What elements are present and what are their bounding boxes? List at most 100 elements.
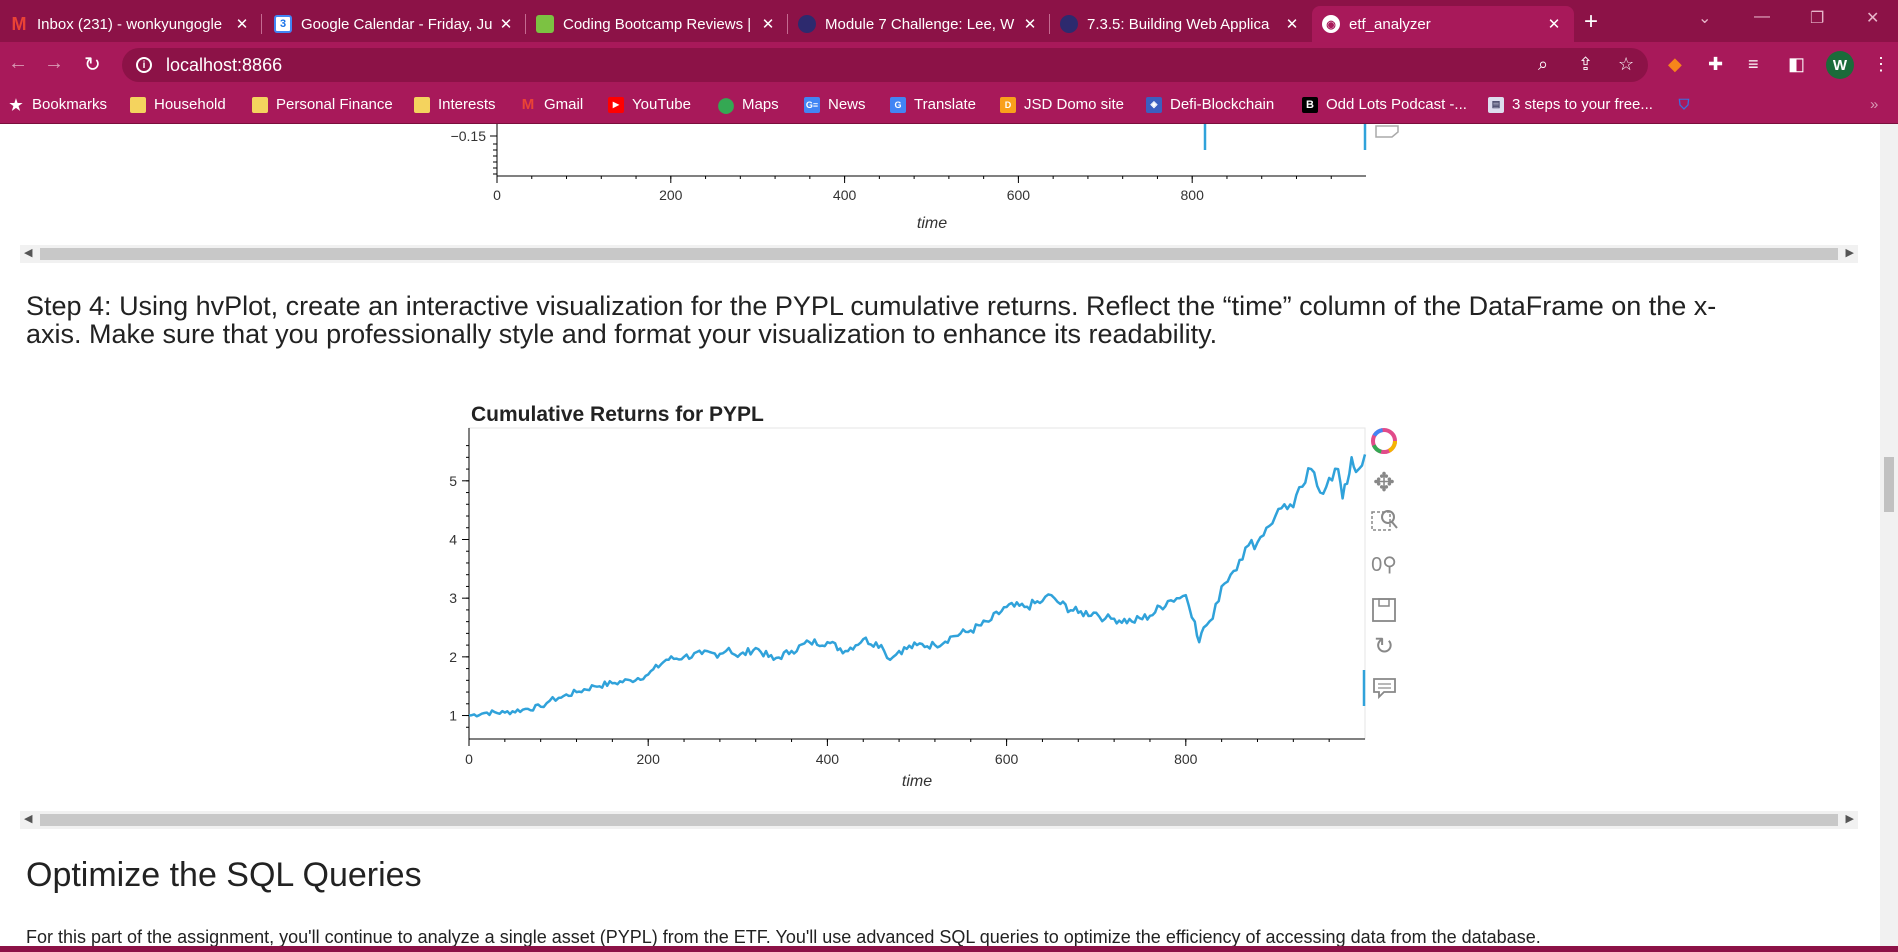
bookmark-label: Bookmarks [32, 96, 108, 113]
tab-title: Inbox (231) - wonkyungogle [37, 15, 223, 33]
folder-icon [252, 96, 268, 113]
bloomberg-icon: B [1302, 96, 1318, 113]
folder-icon [130, 96, 146, 113]
share-icon[interactable]: ⇪ [1578, 54, 1594, 74]
defi-icon: ◈ [1146, 96, 1162, 113]
y-tick-label: 4 [449, 531, 457, 547]
bokeh-logo-icon[interactable] [1371, 428, 1397, 454]
scrollbar-thumb[interactable] [40, 814, 1838, 826]
toolbar: ← → ↻ i localhost:8866 ⌕ ⇪ ☆ ◆ ✚ ≡ ◧ W ⋮ [0, 42, 1898, 88]
maps-icon: ⬤ [717, 96, 735, 114]
zoom-icon[interactable]: ⌕ [1538, 54, 1549, 74]
pypl-cumulative-returns-chart: Cumulative Returns for PYPL 1 2 3 4 5 0 200 40… [449, 403, 1398, 790]
address-bar[interactable]: i localhost:8866 [122, 48, 1648, 82]
vertical-scrollbar[interactable] [1880, 124, 1898, 952]
bookmark-label: YouTube [632, 96, 691, 113]
pan-tool-icon[interactable]: ✥ [1373, 467, 1395, 497]
x-tick-label: 800 [1174, 751, 1198, 767]
tab-title: Module 7 Challenge: Lee, W [825, 15, 1015, 33]
bookmark-label: 3 steps to your free... [1512, 96, 1653, 113]
globe-icon: ◉ [1322, 15, 1340, 33]
scrollbar-thumb[interactable] [40, 248, 1838, 260]
calendar-icon: 3 [274, 15, 292, 33]
bookmark-household[interactable]: Household [130, 96, 226, 113]
canvas-icon [798, 15, 816, 33]
more-bookmarks-icon[interactable]: » [1870, 96, 1879, 113]
reading-list-icon[interactable]: ≡ [1748, 54, 1759, 74]
bookmark-translate[interactable]: G Translate [890, 96, 976, 113]
close-icon[interactable]: ✕ [761, 16, 775, 33]
tab-search-icon[interactable]: ⌄ [1698, 10, 1712, 27]
bookmark-gmail[interactable]: M Gmail [520, 96, 583, 113]
tab-gmail[interactable]: M Inbox (231) - wonkyungogle ✕ [0, 6, 262, 42]
metamask-icon[interactable]: ◆ [1668, 54, 1682, 74]
step-4-instructions: Step 4: Using hvPlot, create an interact… [26, 292, 1826, 348]
x-tick-label: 0 [465, 751, 473, 767]
tab-calendar[interactable]: 3 Google Calendar - Friday, Ju ✕ [264, 6, 526, 42]
close-icon[interactable]: ✕ [1285, 16, 1299, 33]
reset-tool-icon[interactable]: ↻ [1374, 633, 1394, 660]
x-tick-label: 0 [493, 187, 501, 203]
new-tab-button[interactable]: + [1584, 8, 1599, 35]
bookmarks-bar: ★ Bookmarks Household Personal Finance In… [0, 88, 1898, 124]
close-icon[interactable]: ✕ [1023, 16, 1037, 33]
close-icon[interactable]: ✕ [499, 16, 513, 33]
bookmark-news[interactable]: G≡ News [804, 96, 866, 113]
tab-735[interactable]: 7.3.5: Building Web Applica ✕ [1050, 6, 1312, 42]
bookmark-bookmarks[interactable]: ★ Bookmarks [8, 96, 108, 114]
y-tick-label: −0.15 [451, 128, 487, 144]
horizontal-scrollbar[interactable]: ◀ ▶ [20, 811, 1858, 829]
x-tick-label: 600 [995, 751, 1019, 767]
horizontal-scrollbar[interactable]: ◀ ▶ [20, 245, 1858, 263]
close-window-icon[interactable]: ✕ [1866, 10, 1880, 27]
bookmark-interests[interactable]: Interests [414, 96, 496, 113]
side-panel-icon[interactable]: ◧ [1788, 54, 1806, 74]
hover-tool-icon[interactable] [1375, 125, 1399, 138]
step-4-line-1: Step 4: Using hvPlot, create an interact… [26, 291, 1717, 321]
forward-icon[interactable]: → [44, 52, 64, 74]
bookmark-label: Odd Lots Podcast -... [1326, 96, 1467, 113]
close-icon[interactable]: ✕ [235, 16, 249, 33]
bookmark-maps[interactable]: ⬤ Maps [717, 96, 779, 114]
bookmark-defi-blockchain[interactable]: ◈ Defi-Blockchain [1146, 96, 1274, 113]
window-border [0, 946, 1898, 952]
x-tick-label: 200 [637, 751, 661, 767]
bookmark-odd-lots[interactable]: B Odd Lots Podcast -... [1302, 96, 1467, 113]
avatar[interactable]: W [1826, 51, 1854, 79]
extensions-icon[interactable]: ✚ [1708, 54, 1724, 74]
hover-tool-icon[interactable] [1373, 678, 1396, 700]
minimize-icon[interactable]: — [1754, 8, 1770, 25]
youtube-icon: ▶ [608, 96, 624, 113]
domo-icon: D [1000, 96, 1016, 113]
bookmark-label: Defi-Blockchain [1170, 96, 1275, 113]
scrollbar-thumb[interactable] [1884, 457, 1894, 512]
reload-icon[interactable]: ↻ [84, 54, 101, 76]
box-zoom-tool-icon[interactable] [1371, 510, 1398, 531]
previous-chart: −0.15 0 200 400 600 800 time [451, 124, 1399, 232]
bookmark-shield[interactable]: ⛉ [1676, 96, 1700, 112]
shield-icon: ⛉ [1678, 95, 1690, 112]
close-icon[interactable]: ✕ [1547, 16, 1561, 33]
x-tick-label: 400 [833, 187, 857, 203]
back-icon[interactable]: ← [8, 52, 28, 74]
plot-area [468, 427, 1366, 740]
wheel-zoom-tool-icon[interactable]: 0⚲ [1371, 554, 1397, 576]
info-icon[interactable]: i [136, 57, 152, 73]
folder-icon [414, 96, 430, 113]
section-heading: Optimize the SQL Queries [26, 856, 422, 894]
bookmark-jsd-domo[interactable]: D JSD Domo site [1000, 96, 1124, 113]
menu-icon[interactable]: ⋮ [1872, 54, 1890, 74]
bookmark-personal-finance[interactable]: Personal Finance [252, 96, 393, 113]
page-icon: ▤ [1488, 96, 1504, 113]
tab-etf-analyzer[interactable]: ◉ etf_analyzer ✕ [1312, 6, 1574, 42]
tab-module7[interactable]: Module 7 Challenge: Lee, W ✕ [788, 6, 1050, 42]
bookmark-star-icon[interactable]: ☆ [1618, 54, 1635, 74]
bootcamp-icon [536, 15, 554, 33]
restore-icon[interactable]: ❐ [1810, 10, 1825, 27]
save-tool-icon[interactable] [1372, 598, 1396, 622]
tab-bootcamp[interactable]: Coding Bootcamp Reviews | ✕ [526, 6, 788, 42]
bookmark-youtube[interactable]: ▶ YouTube [608, 96, 691, 113]
tab-title: 7.3.5: Building Web Applica [1087, 15, 1270, 33]
bookmark-3-steps[interactable]: ▤ 3 steps to your free... [1488, 96, 1653, 113]
bookmark-label: News [828, 96, 866, 113]
